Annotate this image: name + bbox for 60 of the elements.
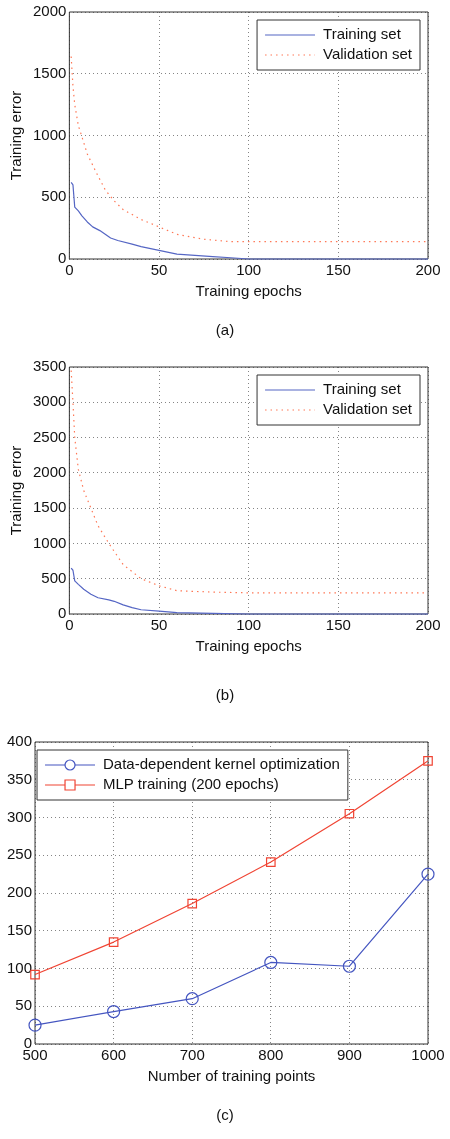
y-tick-label: 1500	[32, 63, 67, 81]
legend-label: Validation set	[323, 45, 413, 63]
x-axis-title: Training epochs	[195, 282, 302, 300]
legend-label: Training set	[323, 380, 402, 398]
x-axis-title: Training epochs	[195, 637, 302, 655]
y-tick-label: 3500	[32, 357, 67, 375]
y-tick-label: 50	[15, 996, 33, 1014]
point	[30, 969, 40, 980]
point	[421, 867, 435, 881]
y-tick-label: 1500	[32, 498, 67, 516]
point	[342, 959, 357, 973]
y-tick-label: 500	[41, 187, 67, 205]
y-tick-label: 2000	[32, 2, 67, 20]
legend-label: Validation set	[323, 400, 413, 418]
y-tick-label: 400	[7, 732, 33, 750]
point	[423, 756, 433, 766]
legend-label: MLP training (200 epochs)	[103, 775, 279, 793]
y-tick-label: 350	[7, 769, 33, 787]
text: (a)	[214, 320, 236, 340]
legend-label: Training set	[323, 25, 402, 43]
point	[264, 955, 278, 970]
text: (b)	[214, 685, 236, 705]
y-tick-label: 2500	[32, 427, 67, 445]
x-tick-label: 600	[101, 1046, 127, 1064]
y-tick-label: 150	[7, 920, 33, 938]
x-tick-label: 100	[236, 616, 262, 634]
y-tick-label: 1000	[32, 533, 67, 551]
y-axis-title: Training error	[7, 90, 25, 181]
x-tick-label: 200	[415, 616, 441, 634]
x-axis-title: Number of training points	[147, 1067, 316, 1085]
x-tick-label: 800	[258, 1046, 284, 1064]
y-tick-label: 2000	[32, 463, 67, 480]
x-tick-label: 1000	[411, 1046, 445, 1064]
y-tick-label: 0	[58, 249, 67, 267]
point	[187, 898, 198, 909]
y-tick-label: 300	[7, 807, 33, 825]
y-tick-label: 3000	[32, 392, 67, 410]
y-tick-label: 200	[7, 883, 33, 901]
x-tick-label: 50	[150, 261, 168, 279]
y-axis-title: Training error	[7, 445, 25, 536]
x-tick-label: 150	[325, 261, 351, 279]
x-tick-label: 150	[325, 616, 351, 634]
x-tick-label: 100	[236, 261, 262, 279]
x-tick-label: 700	[179, 1046, 205, 1064]
point	[185, 992, 199, 1006]
text: (c)	[215, 1105, 235, 1125]
x-tick-label: 900	[336, 1046, 362, 1064]
x-tick-label: 50	[150, 616, 168, 634]
point	[28, 1018, 42, 1032]
point	[108, 937, 119, 947]
x-tick-label: 200	[415, 261, 441, 279]
y-tick-label: 250	[7, 845, 33, 863]
point	[265, 857, 276, 867]
point	[107, 1004, 121, 1019]
point	[344, 808, 355, 819]
legend-label: Data-dependent kernel optimization	[103, 755, 340, 773]
y-tick-label: 1000	[32, 125, 67, 143]
y-tick-label: 0	[58, 604, 67, 622]
y-tick-label: 100	[7, 958, 33, 976]
y-tick-label: 500	[41, 568, 67, 586]
